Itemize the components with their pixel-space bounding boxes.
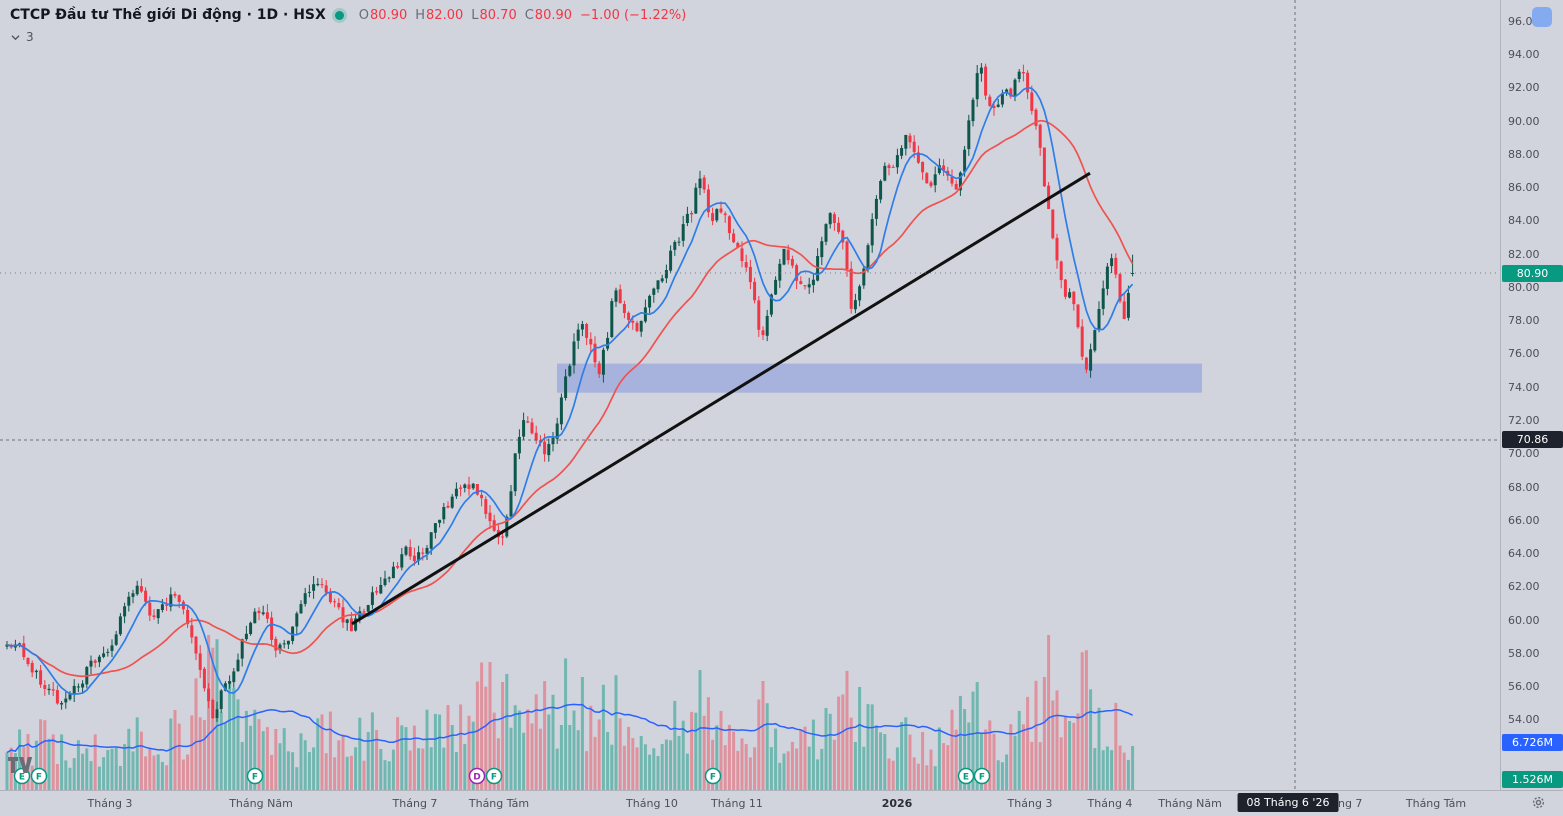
crosshair-price-badge: 70.86 bbox=[1502, 431, 1563, 448]
volume-badge: 1.526M bbox=[1502, 771, 1563, 788]
time-scale-label: Tháng Tám bbox=[1406, 797, 1466, 810]
price-scale-label: 58.00 bbox=[1508, 647, 1540, 660]
svg-text:E: E bbox=[963, 773, 969, 783]
trendline[interactable] bbox=[352, 173, 1090, 624]
close-value: 80.90 bbox=[535, 8, 572, 23]
high-value: 82.00 bbox=[426, 8, 463, 23]
high-label: H bbox=[415, 8, 425, 23]
price-scale-label: 56.00 bbox=[1508, 680, 1540, 693]
price-scale-label: 62.00 bbox=[1508, 580, 1540, 593]
price-scale-label: 60.00 bbox=[1508, 614, 1540, 627]
time-scale-label: Tháng 3 bbox=[88, 797, 133, 810]
price-scale-label: 64.00 bbox=[1508, 547, 1540, 560]
crosshair-date-badge: 08 Tháng 6 '26 bbox=[1238, 793, 1339, 812]
svg-text:F: F bbox=[36, 773, 42, 783]
price-scale-label: 78.00 bbox=[1508, 314, 1540, 327]
time-scale[interactable]: Tháng 3 Tháng Năm Tháng 7 Tháng Tám Tháng 10… bbox=[0, 790, 1563, 816]
price-scale-label: 90.00 bbox=[1508, 115, 1540, 128]
time-scale-label: Tháng Năm bbox=[229, 797, 293, 810]
price-scale-label: 70.00 bbox=[1508, 447, 1540, 460]
time-scale-label: Tháng Năm bbox=[1158, 797, 1222, 810]
low-value: 80.70 bbox=[480, 8, 517, 23]
ma-slow-line bbox=[7, 121, 1133, 677]
chevron-down-icon bbox=[10, 30, 21, 44]
close-label: C bbox=[525, 8, 534, 23]
indicator-count: 3 bbox=[26, 30, 34, 44]
volume-bars bbox=[6, 635, 1135, 790]
svg-text:F: F bbox=[979, 773, 985, 783]
price-scale-label: 86.00 bbox=[1508, 181, 1540, 194]
time-scale-label: Tháng 3 bbox=[1008, 797, 1053, 810]
volume-ma-badge: 6.726M bbox=[1502, 734, 1563, 751]
time-scale-label: Tháng 10 bbox=[626, 797, 678, 810]
symbol-row: CTCP Đầu tư Thế giới Di động · 1D · HSX … bbox=[10, 7, 686, 23]
time-scale-label: 2026 bbox=[882, 797, 913, 810]
support-zone-rectangle[interactable] bbox=[557, 364, 1202, 393]
market-status-dot bbox=[335, 11, 344, 20]
time-scale-label: Tháng 4 bbox=[1088, 797, 1133, 810]
price-scale-label: 92.00 bbox=[1508, 81, 1540, 94]
price-scale-label: 54.00 bbox=[1508, 713, 1540, 726]
price-scale-label: 84.00 bbox=[1508, 214, 1540, 227]
legend-collapse-toggle[interactable]: 3 bbox=[10, 30, 686, 44]
svg-text:F: F bbox=[710, 773, 716, 783]
tradingview-logo[interactable] bbox=[8, 756, 34, 778]
time-scale-label: Tháng 11 bbox=[711, 797, 763, 810]
change-value: −1.00 (−1.22%) bbox=[580, 8, 686, 23]
price-scale-label: 72.00 bbox=[1508, 414, 1540, 427]
scale-settings-button[interactable] bbox=[1532, 7, 1552, 27]
price-scale-label: 80.00 bbox=[1508, 281, 1540, 294]
price-scale-label: 94.00 bbox=[1508, 48, 1540, 61]
svg-text:D: D bbox=[473, 773, 480, 783]
chart-legend: CTCP Đầu tư Thế giới Di động · 1D · HSX … bbox=[10, 7, 686, 44]
symbol-title[interactable]: CTCP Đầu tư Thế giới Di động · 1D · HSX bbox=[10, 7, 326, 23]
time-axis-settings-gear-icon[interactable] bbox=[1531, 795, 1546, 814]
price-scale-label: 82.00 bbox=[1508, 248, 1540, 261]
price-scale-label: 88.00 bbox=[1508, 148, 1540, 161]
time-scale-label: Tháng 7 bbox=[393, 797, 438, 810]
low-label: L bbox=[471, 8, 478, 23]
svg-text:F: F bbox=[491, 773, 497, 783]
price-scale-label: 68.00 bbox=[1508, 481, 1540, 494]
last-price-badge: 80.90 bbox=[1502, 265, 1563, 282]
time-scale-label: Tháng Tám bbox=[469, 797, 529, 810]
price-scale-label: 74.00 bbox=[1508, 381, 1540, 394]
price-scale-label: 76.00 bbox=[1508, 347, 1540, 360]
svg-text:F: F bbox=[252, 773, 258, 783]
open-label: O bbox=[359, 8, 369, 23]
open-value: 80.90 bbox=[370, 8, 407, 23]
price-scale-label: 66.00 bbox=[1508, 514, 1540, 527]
